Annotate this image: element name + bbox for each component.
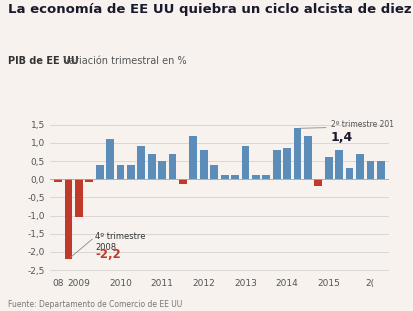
Text: 2º trimestre 201: 2º trimestre 201 [330, 120, 393, 129]
Bar [220, 175, 228, 179]
Bar [355, 154, 363, 179]
Bar [272, 150, 280, 179]
Bar [366, 161, 373, 179]
Bar [230, 175, 238, 179]
Text: Fuente: Departamento de Comercio de EE UU: Fuente: Departamento de Comercio de EE U… [8, 300, 182, 309]
Bar [314, 179, 321, 187]
Bar [189, 136, 197, 179]
Bar [324, 157, 332, 179]
Bar [75, 179, 83, 217]
Text: 4º trimestre
2008: 4º trimestre 2008 [95, 232, 146, 252]
Text: La economía de EE UU quiebra un ciclo alcista de diez años: La economía de EE UU quiebra un ciclo al… [8, 3, 413, 16]
Bar [137, 146, 145, 179]
Bar [210, 165, 218, 179]
Text: Variación trimestral en %: Variación trimestral en % [60, 56, 186, 66]
Bar [241, 146, 249, 179]
Bar [64, 179, 72, 259]
Bar [293, 128, 301, 179]
Bar [199, 150, 207, 179]
Bar [282, 148, 290, 179]
Bar [158, 161, 166, 179]
Bar [168, 154, 176, 179]
Bar [179, 179, 186, 183]
Bar [252, 175, 259, 179]
Text: -2,2: -2,2 [95, 248, 121, 261]
Bar [85, 179, 93, 182]
Bar [376, 161, 384, 179]
Bar [345, 168, 353, 179]
Bar [116, 165, 124, 179]
Bar [335, 150, 342, 179]
Bar [262, 175, 270, 179]
Bar [95, 165, 103, 179]
Bar [147, 154, 155, 179]
Bar [54, 179, 62, 182]
Text: PIB de EE UU: PIB de EE UU [8, 56, 79, 66]
Bar [106, 139, 114, 179]
Text: 1,4: 1,4 [330, 131, 352, 144]
Bar [303, 136, 311, 179]
Bar [127, 165, 135, 179]
